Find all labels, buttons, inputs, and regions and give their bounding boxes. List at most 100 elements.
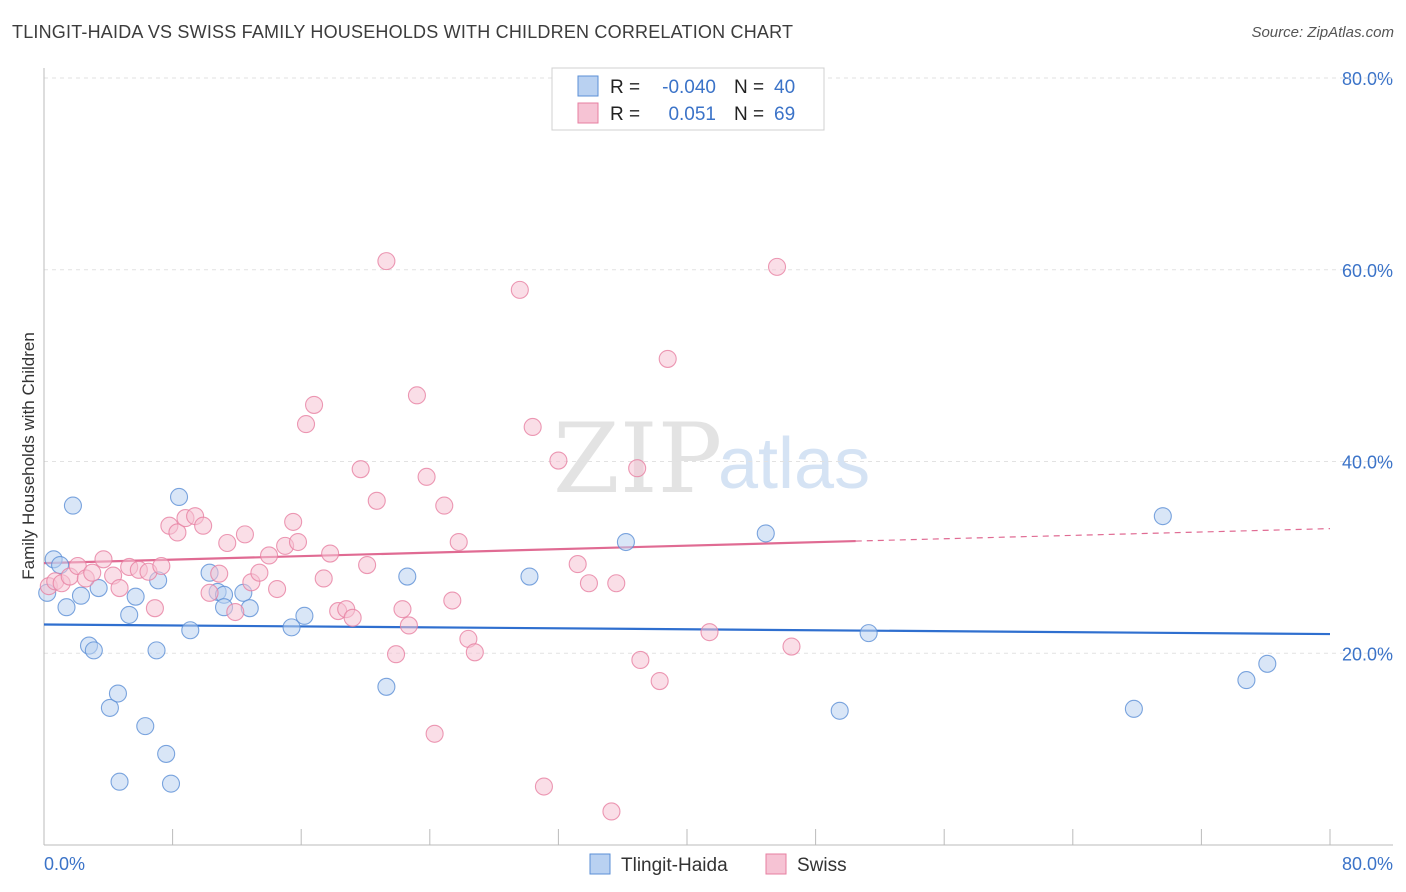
- tlingit-haida-point: [126, 587, 145, 606]
- tlingit-haida-point: [71, 586, 91, 605]
- bottom-legend-swatch-tlingit: [589, 853, 611, 875]
- swiss-point: [321, 544, 340, 563]
- swiss-point: [351, 460, 370, 479]
- bottom-legend-label-tlingit: Tlingit-Haida: [621, 855, 728, 876]
- swiss-point: [393, 600, 412, 619]
- tlingit-haida-point: [1153, 507, 1172, 526]
- tlingit-haida-point: [830, 701, 849, 720]
- swiss-point: [284, 512, 303, 531]
- tlingit-haida-point: [377, 677, 396, 696]
- y-axis-label: Family Households with Children: [19, 332, 38, 580]
- stats-legend: R = -0.040 N = 40 R = 0.051 N = 69: [551, 67, 825, 131]
- swiss-point: [358, 555, 377, 575]
- swiss-point: [510, 280, 529, 299]
- tlingit-haida-point: [161, 774, 181, 793]
- data-points: [38, 252, 1277, 821]
- swiss-point: [579, 574, 598, 593]
- tlingit-haida-point: [63, 496, 82, 515]
- swiss-point: [296, 415, 316, 434]
- bottom-legend-label-swiss: Swiss: [797, 855, 847, 876]
- watermark-zip: ZIP: [553, 403, 722, 515]
- legend-r-label-tlingit: R =: [610, 77, 640, 98]
- swiss-point: [235, 525, 254, 544]
- tlingit-haida-point: [108, 684, 127, 703]
- swiss-point: [83, 563, 102, 582]
- bottom-legend-swatch-swiss: [765, 853, 787, 875]
- swiss-point: [288, 532, 308, 552]
- tlingit-haida-point: [282, 618, 301, 637]
- tlingit-haida-point: [136, 717, 155, 736]
- tlingit-haida-point: [1124, 699, 1143, 718]
- swiss-point: [259, 546, 279, 565]
- swiss-point: [94, 550, 113, 569]
- y-tick-label-40: 40.0%: [1342, 453, 1393, 473]
- tlingit-haida-point: [147, 641, 166, 660]
- swiss-point: [305, 395, 324, 414]
- swiss-point: [534, 777, 553, 796]
- swiss-point: [568, 555, 587, 574]
- tlingit-haida-point: [89, 579, 108, 598]
- tlingit-haida-point: [616, 532, 635, 552]
- tlingit-haida-point: [398, 567, 417, 586]
- swiss-point: [650, 672, 669, 691]
- swiss-point: [168, 523, 187, 542]
- swiss-point: [549, 451, 568, 470]
- swiss-point: [407, 386, 426, 405]
- tlingit-haida-point: [859, 624, 878, 643]
- swiss-point: [767, 257, 787, 276]
- swiss-point: [110, 579, 129, 598]
- swiss-point: [523, 417, 542, 437]
- y-tick-label-60: 60.0%: [1342, 261, 1393, 281]
- series-legend: Tlingit-Haida Swiss: [589, 853, 847, 876]
- legend-swatch-tlingit: [577, 75, 599, 97]
- swiss-point: [782, 637, 801, 656]
- legend-n-value-swiss: 69: [774, 104, 795, 125]
- tlingit-haida-point: [110, 772, 129, 791]
- y-tick-label-20: 20.0%: [1342, 644, 1393, 664]
- swiss-point: [343, 608, 362, 627]
- swiss-point: [700, 623, 719, 642]
- tlingit-haida-point: [100, 698, 119, 717]
- tlingit-haida-point: [169, 487, 189, 507]
- y-tick-label-80: 80.0%: [1342, 69, 1393, 89]
- swiss-point: [200, 583, 219, 602]
- swiss-point: [465, 643, 484, 662]
- legend-r-value-tlingit: -0.040: [662, 77, 716, 98]
- swiss-point: [218, 533, 237, 553]
- tlingit-haida-point: [57, 598, 76, 617]
- swiss-point: [268, 579, 287, 599]
- axes: [43, 68, 1393, 846]
- source-credit: Source: ZipAtlas.com: [1251, 24, 1394, 41]
- swiss-point: [607, 574, 626, 593]
- swiss-point: [631, 650, 650, 670]
- swiss-point: [602, 802, 621, 821]
- swiss-point: [367, 491, 386, 510]
- tlingit-haida-point: [84, 641, 103, 660]
- legend-swatch-swiss: [577, 102, 599, 124]
- swiss-point: [194, 516, 213, 535]
- x-tick-label-max: 80.0%: [1342, 854, 1393, 874]
- swiss-point: [628, 459, 647, 478]
- tlingit-haida-point: [295, 606, 314, 625]
- tlingit-haida-point: [181, 621, 200, 640]
- chart-title: TLINGIT-HAIDA VS SWISS FAMILY HOUSEHOLDS…: [12, 22, 794, 42]
- legend-n-label-swiss: N =: [734, 104, 764, 125]
- tlingit-haida-point: [1237, 671, 1256, 690]
- swiss-point: [386, 645, 406, 664]
- trend-lines: [43, 528, 1331, 636]
- tlingit-haida-point: [1258, 654, 1277, 673]
- swiss-point: [449, 532, 468, 552]
- trend-line-swiss: [43, 539, 856, 565]
- legend-n-label-tlingit: N =: [734, 77, 764, 98]
- swiss-point: [443, 591, 462, 610]
- swiss-point: [152, 556, 171, 576]
- swiss-point: [226, 602, 245, 622]
- swiss-point: [210, 564, 229, 583]
- tlingit-haida-point: [756, 524, 775, 543]
- swiss-point: [425, 724, 444, 743]
- tlingit-haida-point: [120, 605, 139, 624]
- watermark-atlas: atlas: [718, 424, 870, 504]
- tlingit-haida-point: [520, 567, 539, 586]
- legend-r-label-swiss: R =: [610, 104, 640, 125]
